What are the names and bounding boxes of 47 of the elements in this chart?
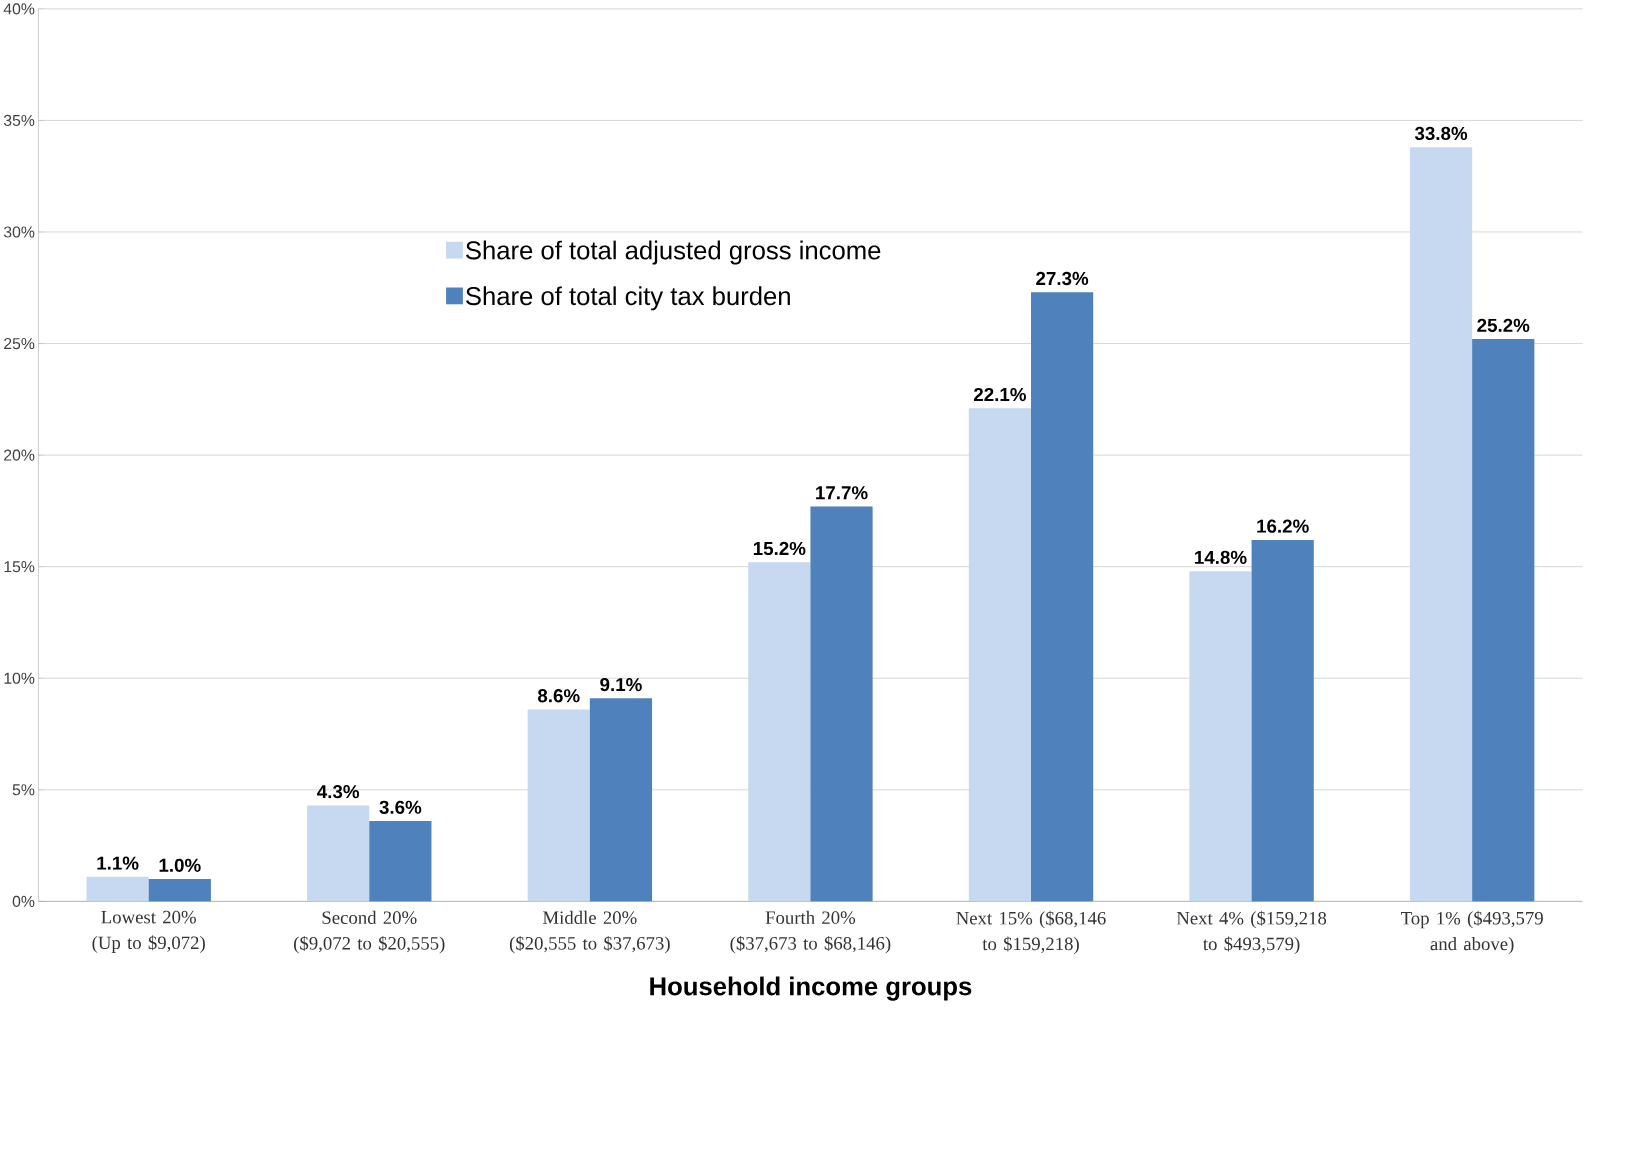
y-tick-label: 30% <box>3 226 35 238</box>
bar <box>1031 292 1094 902</box>
bar <box>1409 147 1473 902</box>
y-tick-label: 15% <box>4 561 35 573</box>
data-label: 25.2% <box>1477 318 1530 333</box>
bar <box>307 805 370 902</box>
bar <box>86 877 149 902</box>
y-tick-label: 0% <box>12 895 35 908</box>
y-tick-label: 40% <box>3 3 35 15</box>
data-label: 16.2% <box>1257 519 1309 533</box>
x-tick-label: Middle 20% ($20,555 to $37,673) <box>509 910 670 954</box>
x-tick-label: Lowest 20% (Up to $9,072) <box>92 910 205 954</box>
data-label: 9.1% <box>600 678 642 692</box>
x-tick-label: Top 1% ($493,579 and above) <box>1400 910 1543 955</box>
bar <box>369 821 432 902</box>
bar <box>1472 339 1535 902</box>
x-tick-label: Next 4% ($159,218 to $493,579) <box>1176 910 1327 955</box>
data-label: 27.3% <box>1036 271 1089 286</box>
y-tick-label: 10% <box>4 672 35 685</box>
bar <box>527 709 590 902</box>
bar <box>589 698 653 902</box>
data-label: 4.3% <box>317 785 360 799</box>
bar <box>810 506 873 902</box>
data-label: 22.1% <box>973 388 1026 402</box>
data-label: 8.6% <box>537 689 580 703</box>
data-label: 17.7% <box>816 486 868 500</box>
y-tick-label: 35% <box>3 115 35 127</box>
x-tick-label: Fourth 20% ($37,673 to $68,146) <box>730 910 891 954</box>
bar <box>1251 540 1314 902</box>
legend-label: Share of total adjusted gross income <box>466 240 881 265</box>
x-tick-label: Next 15% ($68,146 to $159,218) <box>956 910 1106 955</box>
bar <box>1189 571 1252 902</box>
y-tick-label: 20% <box>4 449 35 461</box>
legend-label: Share of total city tax burden <box>466 286 790 311</box>
y-tick-label: 5% <box>12 784 35 796</box>
bar <box>968 408 1031 902</box>
bar <box>748 562 811 902</box>
data-label: 3.6% <box>379 800 422 815</box>
data-label: 1.1% <box>97 856 139 870</box>
data-label: 15.2% <box>753 542 806 556</box>
data-label: 1.0% <box>159 858 201 873</box>
y-tick-label: 25% <box>4 338 35 350</box>
bar <box>148 879 211 902</box>
x-axis-title: Household income groups <box>650 976 972 1001</box>
data-label: 33.8% <box>1414 126 1468 141</box>
x-tick-label: Second 20% ($9,072 to $20,555) <box>294 910 445 954</box>
data-label: 14.8% <box>1195 550 1247 565</box>
